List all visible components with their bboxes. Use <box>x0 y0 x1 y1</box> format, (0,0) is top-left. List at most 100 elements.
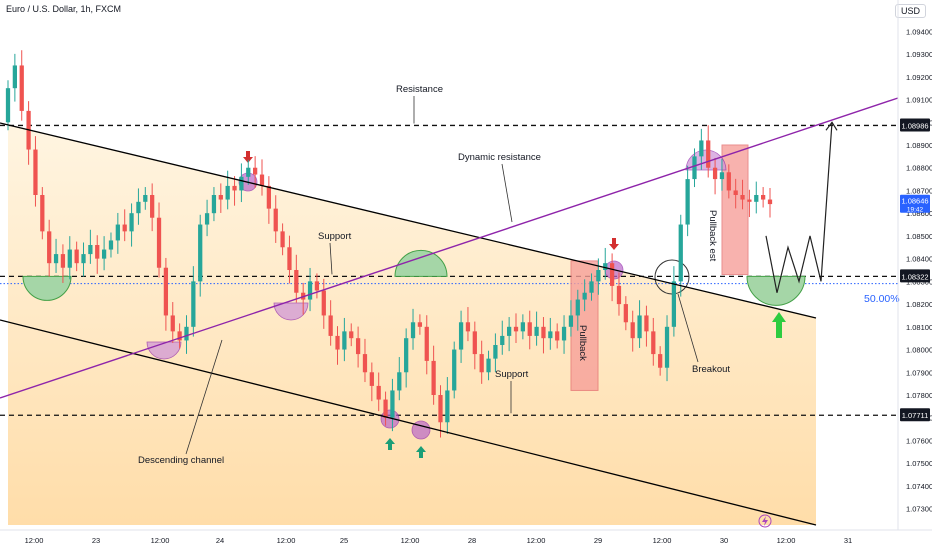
level-tag-label: 1.07711 <box>902 411 929 420</box>
current-price-time: 19:42 <box>907 207 924 214</box>
annotation-leader <box>677 293 699 363</box>
candle-body <box>712 167 718 180</box>
candle-body <box>410 322 416 339</box>
candle-body <box>541 326 546 339</box>
candle-body <box>362 354 368 373</box>
candle-body <box>184 326 189 341</box>
price-tick-label: 1.07800 <box>906 391 932 400</box>
candle-body <box>355 338 361 355</box>
price-tick-label: 1.08100 <box>906 323 932 332</box>
instrument-title: Euro / U.S. Dollar, 1h, FXCM <box>6 4 122 14</box>
candle-body <box>452 349 457 391</box>
up-arrow-icon <box>416 446 426 458</box>
candle-body <box>458 322 464 350</box>
time-tick-label: 29 <box>594 536 602 545</box>
annotation-breakout: Breakout <box>692 364 730 375</box>
candle-body <box>699 140 704 157</box>
candle-body <box>465 322 471 332</box>
price-tick-label: 1.07500 <box>906 459 932 468</box>
channel-upper-line <box>0 122 817 319</box>
pullback-est-box <box>721 144 749 276</box>
candle-body <box>253 167 258 175</box>
annotation-dynamic-resistance: Dynamic resistance <box>458 152 541 163</box>
candles <box>5 50 773 438</box>
candle-body <box>596 270 601 282</box>
candle-body <box>754 195 759 202</box>
annotations: Resistance Dynamic resistance Support Su… <box>138 84 900 466</box>
price-tick-label: 1.08000 <box>906 346 932 355</box>
candle-body <box>678 224 683 282</box>
candle-body <box>685 179 690 225</box>
time-tick-label: 24 <box>216 536 224 545</box>
candle-body <box>733 190 738 195</box>
annotation-pullback: Pullback <box>577 325 588 361</box>
candle-body <box>177 331 182 341</box>
candle-body <box>616 285 622 305</box>
candle-body <box>60 254 66 268</box>
support-half-circle <box>746 275 806 306</box>
candle-body <box>658 354 663 368</box>
candle-body <box>266 185 271 209</box>
candle-body <box>568 315 574 327</box>
candle-body <box>81 254 86 264</box>
candle-body <box>33 149 38 195</box>
price-tick-label: 1.09100 <box>906 96 932 105</box>
candle-body <box>706 140 711 168</box>
candle-body <box>259 174 265 186</box>
candle-body <box>630 322 635 339</box>
candle-body <box>108 240 114 250</box>
candle-body <box>53 254 59 264</box>
candle-body <box>5 88 11 123</box>
candle-body <box>527 322 532 336</box>
candle-body <box>664 326 670 368</box>
price-tick-label: 1.07400 <box>906 482 932 491</box>
candle-body <box>383 399 388 418</box>
price-tick-label: 1.09400 <box>906 27 932 36</box>
candle-body <box>170 315 175 332</box>
price-tick-label: 1.08700 <box>906 186 932 195</box>
price-tick-label: 1.08200 <box>906 300 932 309</box>
price-tick-label: 1.07900 <box>906 368 932 377</box>
time-tick-label: 28 <box>468 536 476 545</box>
price-tick-label: 1.08900 <box>906 141 932 150</box>
candle-body <box>390 390 395 418</box>
candle-body <box>225 185 230 200</box>
annotation-pullback-est: Pullback est <box>707 210 718 262</box>
candle-body <box>513 326 519 332</box>
candle-body <box>507 326 512 336</box>
candle-body <box>692 156 697 180</box>
currency-button[interactable]: USD <box>894 4 926 18</box>
candle-body <box>74 249 79 264</box>
time-tick-label: 12:00 <box>527 536 546 545</box>
candle-body <box>246 167 251 177</box>
candle-body <box>493 345 498 359</box>
candle-body <box>761 195 766 200</box>
current-price-label: 1.08646 <box>901 197 928 206</box>
candle-body <box>198 224 203 282</box>
touch-half-circle <box>273 302 309 321</box>
candle-body <box>40 195 45 232</box>
candle-body <box>671 281 677 327</box>
candle-body <box>115 224 120 241</box>
down-arrow-icon <box>609 238 619 250</box>
candle-body <box>376 385 381 400</box>
candle-body <box>47 231 52 264</box>
candle-body <box>294 270 299 293</box>
candle-body <box>136 201 141 214</box>
annotation-leader <box>329 242 333 275</box>
candle-body <box>273 208 278 232</box>
candle-body <box>342 331 347 350</box>
time-tick-label: 30 <box>720 536 728 545</box>
up-arrow-icon <box>385 438 395 450</box>
candle-body <box>555 331 560 341</box>
candle-body <box>307 281 313 300</box>
level-tag <box>900 269 930 283</box>
price-tick-label: 1.08800 <box>906 164 932 173</box>
annotation-descending-channel: Descending channel <box>138 455 224 466</box>
candle-body <box>67 249 72 268</box>
price-tick-label: 1.07600 <box>906 436 932 445</box>
candle-body <box>561 326 567 341</box>
